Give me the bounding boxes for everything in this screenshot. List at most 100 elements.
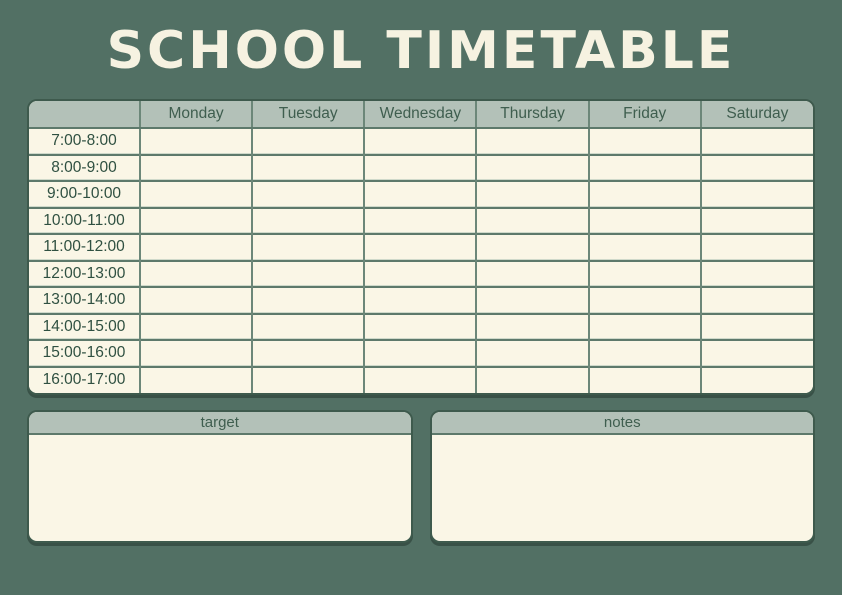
target-content-area[interactable] [29,435,411,541]
timetable-cell[interactable] [699,259,813,287]
day-header: Monday [138,101,253,129]
timetable-row: 12:00-13:00 [29,259,813,287]
title-bar: SCHOOL TIMETABLE [27,0,815,99]
timetable-cell[interactable] [699,233,813,261]
timetable-row: 14:00-15:00 [29,312,813,340]
timetable-cell[interactable] [587,365,701,393]
timetable-cell[interactable] [475,128,589,155]
timetable-cell[interactable] [138,365,253,393]
timetable-row: 7:00-8:00 [29,128,813,155]
timetable-cell[interactable] [475,206,589,234]
timetable-body: 7:00-8:00 8:00-9:00 9:00-10:00 10:00-11:00 1… [29,128,813,393]
timetable-cell[interactable] [363,128,477,155]
day-header: Thursday [475,101,589,129]
notes-panel-header: notes [431,412,813,435]
timetable-cell[interactable] [138,233,253,261]
timetable: Monday Tuesday Wednesday Thursday Friday Satu… [27,99,815,395]
time-slot-label: 12:00-13:00 [29,259,140,287]
timetable-cell[interactable] [475,365,589,393]
timetable-cell[interactable] [251,206,365,234]
timetable-cell[interactable] [699,312,813,340]
timetable-cell[interactable] [251,365,365,393]
timetable-cell[interactable] [138,312,253,340]
timetable-cell[interactable] [587,339,701,367]
day-header: Tuesday [251,101,365,129]
timetable-cell[interactable] [699,339,813,367]
timetable-cell[interactable] [475,233,589,261]
day-header: Saturday [699,101,813,129]
timetable-cell[interactable] [587,259,701,287]
timetable-cell[interactable] [363,339,477,367]
corner-cell [29,101,140,129]
timetable-cell[interactable] [363,365,477,393]
timetable-cell[interactable] [475,286,589,314]
timetable-row: 13:00-14:00 [29,286,813,314]
timetable-cell[interactable] [699,286,813,314]
timetable-cell[interactable] [138,259,253,287]
timetable-cell[interactable] [251,259,365,287]
timetable-cell[interactable] [475,259,589,287]
notes-panel-label: notes [603,414,641,431]
notes-content-area[interactable] [432,435,814,541]
timetable-cell[interactable] [363,180,477,208]
timetable-cell[interactable] [587,312,701,340]
timetable-cell[interactable] [363,286,477,314]
target-panel-label: target [200,414,239,431]
timetable-cell[interactable] [251,153,365,181]
time-slot-label: 7:00-8:00 [29,128,140,155]
timetable-cell[interactable] [251,233,365,261]
timetable-row: 11:00-12:00 [29,233,813,261]
time-slot-label: 11:00-12:00 [29,233,140,261]
timetable-table: Monday Tuesday Wednesday Thursday Friday Satu… [29,101,813,393]
timetable-cell[interactable] [699,206,813,234]
timetable-cell[interactable] [251,312,365,340]
timetable-cell[interactable] [587,286,701,314]
timetable-cell[interactable] [699,153,813,181]
time-slot-label: 10:00-11:00 [29,206,140,234]
timetable-cell[interactable] [251,286,365,314]
timetable-row: 16:00-17:00 [29,365,813,393]
time-slot-label: 13:00-14:00 [29,286,140,314]
day-header-row: Monday Tuesday Wednesday Thursday Friday Satu… [29,101,813,129]
page-title: SCHOOL TIMETABLE [106,20,736,81]
target-panel: target [27,410,413,543]
timetable-cell[interactable] [587,233,701,261]
timetable-cell[interactable] [475,339,589,367]
timetable-cell[interactable] [363,312,477,340]
timetable-cell[interactable] [363,259,477,287]
timetable-cell[interactable] [587,206,701,234]
notes-panel: notes [429,410,815,543]
time-slot-label: 14:00-15:00 [29,312,140,340]
timetable-cell[interactable] [363,206,477,234]
timetable-cell[interactable] [251,128,365,155]
timetable-head: Monday Tuesday Wednesday Thursday Friday Satu… [29,101,813,129]
timetable-cell[interactable] [251,180,365,208]
timetable-cell[interactable] [587,180,701,208]
timetable-cell[interactable] [699,128,813,155]
time-slot-label: 8:00-9:00 [29,153,140,181]
timetable-cell[interactable] [138,286,253,314]
timetable-cell[interactable] [587,153,701,181]
timetable-cell[interactable] [251,339,365,367]
timetable-row: 9:00-10:00 [29,180,813,208]
day-header: Wednesday [363,101,477,129]
timetable-cell[interactable] [699,365,813,393]
timetable-cell[interactable] [475,153,589,181]
timetable-cell[interactable] [475,312,589,340]
timetable-cell[interactable] [587,128,701,155]
timetable-cell[interactable] [363,153,477,181]
time-slot-label: 16:00-17:00 [29,365,140,393]
timetable-cell[interactable] [138,339,253,367]
timetable-row: 15:00-16:00 [29,339,813,367]
timetable-cell[interactable] [363,233,477,261]
timetable-cell[interactable] [138,180,253,208]
timetable-cell[interactable] [138,206,253,234]
timetable-cell[interactable] [699,180,813,208]
timetable-cell[interactable] [138,128,253,155]
bottom-panels: target notes [27,410,815,543]
timetable-cell[interactable] [475,180,589,208]
target-panel-header: target [29,412,411,435]
time-slot-label: 15:00-16:00 [29,339,140,367]
timetable-cell[interactable] [138,153,253,181]
